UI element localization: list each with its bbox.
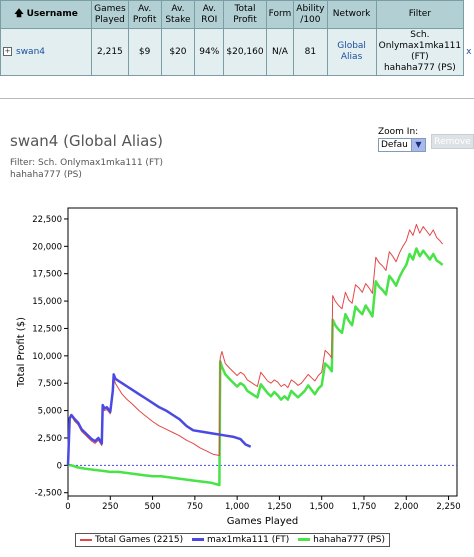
av-profit-cell: $9 <box>127 28 162 76</box>
total-profit-header[interactable]: Total Profit <box>223 0 267 29</box>
y-tick-label: 0 <box>57 461 62 471</box>
zoom-select-value: Defau <box>381 140 408 150</box>
username-header[interactable]: 🡅 Username <box>0 0 93 29</box>
x-tick-label: 250 <box>102 502 118 512</box>
x-tick-label: 500 <box>144 502 160 512</box>
legend-swatch-total <box>80 538 92 541</box>
legend-swatch-ps <box>298 538 311 541</box>
filter-cell: Sch. Onlymax1mka111 (FT) hahaha777 (PS) <box>375 28 465 76</box>
series-line-2 <box>68 247 444 487</box>
zoom-select[interactable]: Defau ▼ <box>378 138 426 152</box>
y-tick-label: 5,000 <box>38 407 62 417</box>
y-tick-label: 15,000 <box>32 297 62 307</box>
filter-cell-line4: hahaha777 (PS) <box>383 63 456 73</box>
av-stake-header-line1: Av. <box>171 3 185 14</box>
x-tick-label: 750 <box>187 502 203 512</box>
av-roi-header[interactable]: Av. ROI <box>194 0 225 29</box>
form-cell: N/A <box>265 28 295 76</box>
series-line-1 <box>66 373 252 466</box>
x-tick-label: 0 <box>65 502 70 512</box>
x-tick-label: 1,500 <box>310 502 334 512</box>
network-cell: Global Alias <box>326 28 377 76</box>
legend-item-ft: max1mka111 (FT) <box>192 535 289 545</box>
chart-legend: Total Games (2215) max1mka111 (FT) hahah… <box>75 533 391 547</box>
ability-header-line2: /100 <box>300 14 321 25</box>
legend-label-ft: max1mka111 (FT) <box>207 535 290 545</box>
x-tick-label: 1,750 <box>352 502 376 512</box>
legend-item-ps: hahaha777 (PS) <box>298 535 385 545</box>
games-played-header-line2: Played <box>94 14 125 25</box>
av-profit-header[interactable]: Av. Profit <box>127 0 162 29</box>
row-extra-cell: x <box>463 28 474 76</box>
av-stake-header[interactable]: Av. Stake <box>160 0 196 29</box>
y-tick-label: 2,500 <box>38 434 62 444</box>
total-profit-cell: $20,160 <box>223 28 267 76</box>
av-roi-header-line2: ROI <box>201 14 218 25</box>
games-played-header-line1: Games <box>94 3 126 14</box>
filter-text-line2: hahaha777 (PS) <box>10 170 82 180</box>
dropdown-arrow-icon[interactable]: ▼ <box>411 139 425 151</box>
ability-header[interactable]: Ability/100 <box>293 0 328 29</box>
games-played-header[interactable]: Games Played <box>91 0 129 29</box>
y-tick-label: 22,500 <box>32 215 62 225</box>
games-played-cell: 2,215 <box>91 28 129 76</box>
blank-header <box>463 0 474 29</box>
x-tick-label: 1,000 <box>225 502 249 512</box>
username-cell: + swan4 <box>0 28 93 76</box>
av-profit-header-line2: Profit <box>132 14 157 25</box>
y-tick-label: 12,500 <box>32 324 62 334</box>
expand-icon[interactable]: + <box>3 46 12 56</box>
x-tick-label: 2,000 <box>394 502 418 512</box>
profit-chart: -2,50002,5005,0007,50010,00012,50015,000… <box>16 207 461 527</box>
username-link[interactable]: swan4 <box>16 46 45 57</box>
ability-cell: 81 <box>293 28 328 76</box>
y-axis-label: Total Profit ($) <box>16 317 27 388</box>
filter-header[interactable]: Filter <box>375 0 465 29</box>
x-axis-label: Games Played <box>227 516 299 527</box>
legend-swatch-ft <box>192 538 205 541</box>
chart-title: swan4 (Global Alias) <box>10 132 164 150</box>
plot-area <box>67 207 458 497</box>
av-stake-header-line2: Stake <box>165 14 191 25</box>
legend-item-total: Total Games (2215) <box>80 535 183 545</box>
y-tick-label: -2,500 <box>35 489 62 499</box>
section-divider <box>0 98 474 99</box>
table-header-row: 🡅 Username Games Played Av. Profit Av. Stake… <box>0 0 474 29</box>
total-profit-header-line2: Profit <box>233 14 257 25</box>
ability-header-line1: Ability <box>296 3 325 14</box>
filter-text-line1: Filter: Sch. Onlymax1mka111 (FT) <box>10 158 163 168</box>
filter-cell-line2: Onlymax1mka111 <box>378 41 462 51</box>
av-roi-cell: 94% <box>194 28 225 76</box>
y-tick-label: 17,500 <box>32 270 62 280</box>
y-tick-label: 7,500 <box>38 379 62 389</box>
filter-cell-line3: (FT) <box>411 52 429 62</box>
y-tick-label: 20,000 <box>32 242 62 252</box>
zoom-label: Zoom In: <box>378 127 419 137</box>
av-roi-header-line1: Av. <box>202 3 216 14</box>
filter-cell-line1: Sch. <box>410 30 430 40</box>
av-stake-cell: $20 <box>160 28 196 76</box>
x-tick-label: 1,250 <box>267 502 291 512</box>
x-tick-label: 2,250 <box>436 502 460 512</box>
stats-table: 🡅 Username Games Played Av. Profit Av. Stake… <box>0 0 474 76</box>
y-tick-label: 10,000 <box>32 352 62 362</box>
network-link[interactable]: Global Alias <box>337 41 366 62</box>
network-header[interactable]: Network <box>326 0 377 29</box>
form-header[interactable]: Form <box>265 0 295 29</box>
av-profit-header-line1: Av. <box>138 3 152 14</box>
username-header-label[interactable]: Username <box>26 9 78 19</box>
remove-button[interactable]: Remove <box>431 134 474 149</box>
sort-arrow-icon[interactable]: 🡅 <box>14 9 24 19</box>
table-row: + swan4 2,215 $9 $20 94% $20,160 N/A 81 G… <box>0 28 474 76</box>
total-profit-header-line1: Total <box>234 3 256 14</box>
filter-text: Filter: Sch. Onlymax1mka111 (FT) hahaha77… <box>10 157 310 181</box>
remove-row-link[interactable]: x <box>466 46 472 57</box>
legend-label-total: Total Games (2215) <box>95 535 184 545</box>
legend-label-ps: hahaha777 (PS) <box>313 535 386 545</box>
